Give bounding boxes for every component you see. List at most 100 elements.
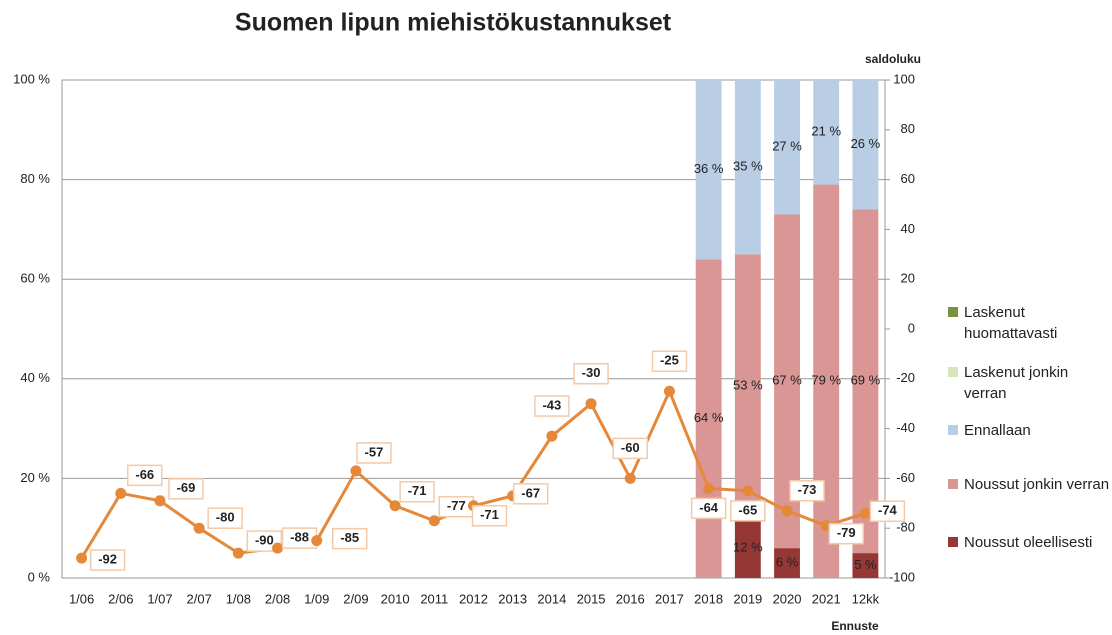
bar-segment: [852, 553, 879, 578]
data-label-box: [471, 505, 508, 527]
line-marker: [193, 522, 205, 534]
line-marker: [115, 487, 127, 499]
legend-label: Laskenut huomattavasti: [964, 304, 1058, 342]
y2-tick-label: -20: [896, 370, 915, 385]
line-marker: [663, 385, 675, 397]
line-marker: [703, 482, 715, 494]
legend-label: Ennallaan: [964, 422, 1031, 439]
y2-tick-label: 20: [901, 271, 915, 286]
line-value-label: -73: [798, 482, 817, 497]
y2-tick-label: 100: [893, 71, 915, 86]
x-tick-label: 2/07: [187, 591, 212, 606]
data-label-box: [789, 480, 825, 502]
bar-segment: [734, 254, 761, 519]
line-marker: [859, 507, 871, 519]
line-value-label: -92: [98, 552, 117, 567]
line-value-label: -71: [408, 483, 427, 498]
x-tick-label: 1/06: [69, 591, 94, 606]
x-tick-label: 2018: [694, 591, 723, 606]
x-tick-label: 1/09: [304, 591, 329, 606]
line-marker: [389, 500, 401, 512]
bar-value-label: 27 %: [772, 139, 802, 154]
line-value-label: -85: [340, 530, 359, 545]
line-marker: [624, 472, 636, 484]
legend-label: Noussut jonkin verran: [964, 476, 1110, 493]
data-label-box: [356, 442, 392, 464]
y2-tick-label: 0: [908, 320, 915, 335]
line-marker: [428, 515, 440, 527]
line-value-label: -43: [542, 398, 561, 413]
bar-segment: [695, 259, 722, 578]
x-tick-label: 2014: [537, 591, 566, 606]
x-tick-label: 1/08: [226, 591, 251, 606]
bar-value-label: 69 %: [851, 373, 881, 388]
x-tick-label: 12kk: [852, 591, 880, 606]
line-value-label: -69: [177, 480, 196, 495]
line-value-label: -25: [660, 353, 679, 368]
line-value-label: -79: [837, 525, 856, 540]
line-marker: [311, 535, 323, 547]
legend-swatch: [948, 479, 958, 489]
bar-value-label: 67 %: [772, 373, 802, 388]
x-tick-label: 2012: [459, 591, 488, 606]
line-value-label: -88: [290, 530, 309, 545]
data-label-box: [651, 350, 688, 372]
data-label-box: [168, 478, 204, 500]
y-tick-label: 20 %: [20, 470, 50, 485]
line-value-label: -71: [480, 507, 499, 522]
line-value-label: -80: [216, 510, 235, 525]
line-value-label: -60: [621, 440, 640, 455]
line-value-label: -77: [447, 498, 466, 513]
legend-entry: Ennallaan: [948, 420, 1112, 441]
data-label-box: [690, 497, 727, 520]
y2-tick-label: -100: [889, 569, 915, 584]
bar-value-label: 26 %: [851, 136, 881, 151]
x-tick-label: 2020: [773, 591, 802, 606]
data-label-box: [730, 500, 766, 522]
line-marker: [546, 430, 558, 442]
y2-axis-label: saldoluku: [865, 52, 921, 66]
bar-segment: [852, 80, 879, 210]
line-marker: [76, 552, 88, 564]
bar-value-label: 79 %: [811, 373, 841, 388]
line-value-label: -74: [878, 503, 898, 518]
bar-value-label: 53 %: [733, 378, 763, 393]
bar-value-label: 21 %: [811, 124, 841, 139]
x-tick-label: 1/07: [147, 591, 172, 606]
x-tick-label: 2021: [812, 591, 841, 606]
x-tick-label: 2011: [420, 591, 448, 606]
bar-segment: [695, 80, 722, 260]
y-tick-label: 40 %: [20, 370, 50, 385]
x-tick-label: 2017: [655, 591, 684, 606]
data-label-box: [534, 395, 570, 417]
data-label-box: [399, 481, 435, 503]
data-label-box: [573, 362, 609, 385]
data-label-box: [612, 437, 649, 460]
bar-value-label: 5 %: [854, 557, 877, 572]
y2-tick-label: -60: [896, 470, 915, 485]
legend-swatch: [948, 307, 958, 317]
bar-segment: [774, 548, 800, 578]
line-value-label: -66: [135, 467, 154, 482]
data-label-box: [127, 464, 163, 487]
bar-segment: [813, 80, 840, 185]
data-label-box: [828, 522, 864, 545]
y2-tick-label: -40: [896, 420, 915, 435]
x-tick-label: 2015: [577, 591, 606, 606]
bar-segment: [774, 80, 800, 215]
plot-border: [61, 79, 886, 579]
line-marker: [350, 465, 362, 477]
line-marker: [232, 547, 244, 559]
data-label-box: [869, 500, 906, 523]
y2-tick-label: 60: [901, 171, 915, 186]
line-marker: [585, 398, 597, 410]
x-tick-label: 2010: [381, 591, 410, 606]
legend-entry: Noussut oleellisesti: [948, 532, 1112, 553]
y-tick-label: 80 %: [20, 171, 50, 186]
bar-value-label: 36 %: [694, 161, 724, 176]
line-marker: [154, 495, 166, 507]
x-tick-label: 2/06: [108, 591, 133, 606]
legend-entry: Noussut jonkin verran: [948, 474, 1112, 495]
y2-tick-label: 80: [901, 121, 915, 136]
